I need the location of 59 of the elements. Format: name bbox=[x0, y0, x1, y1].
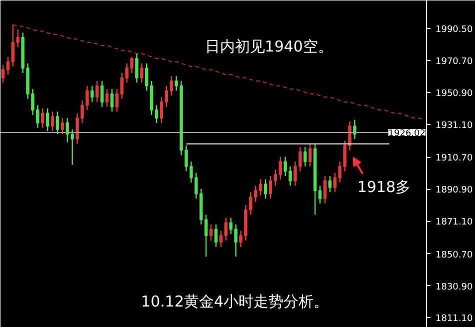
candlestick bbox=[130, 56, 134, 74]
candlestick bbox=[209, 224, 213, 242]
candlestick bbox=[76, 112, 79, 144]
candlestick bbox=[348, 120, 352, 151]
candlestick bbox=[40, 108, 44, 128]
candlestick bbox=[56, 111, 60, 135]
candlestick bbox=[135, 53, 138, 84]
candlestick bbox=[298, 146, 302, 172]
candlestick bbox=[204, 214, 208, 258]
y-tick-label: 1950.90 bbox=[436, 88, 473, 99]
y-tick-label: 1871.10 bbox=[436, 218, 473, 228]
y-tick-label: 1910.70 bbox=[436, 154, 473, 164]
candlestick bbox=[264, 178, 268, 200]
candlestick bbox=[268, 175, 272, 200]
y-tick-label: 1890.90 bbox=[436, 186, 473, 196]
y-tick-label: 1990.50 bbox=[436, 25, 473, 36]
y-tick-label: 1970.70 bbox=[436, 57, 473, 68]
candlestick bbox=[110, 88, 114, 112]
candlestick bbox=[31, 88, 34, 116]
candlestick bbox=[353, 119, 356, 140]
candlestick bbox=[1, 64, 5, 84]
line-series bbox=[12, 24, 425, 120]
candlestick bbox=[154, 104, 158, 124]
annotation: 1918多 bbox=[357, 178, 410, 196]
candlestick bbox=[258, 178, 262, 196]
annotation: 日内初见1940空。 bbox=[204, 37, 333, 56]
candlestick bbox=[90, 85, 94, 103]
candlestick bbox=[50, 111, 54, 132]
candlestick bbox=[224, 217, 228, 242]
candlestick bbox=[95, 80, 99, 103]
candlestick bbox=[140, 62, 144, 84]
candlestick bbox=[164, 85, 168, 108]
candlestick bbox=[170, 76, 174, 96]
candlestick bbox=[278, 156, 282, 180]
candlestick bbox=[328, 175, 332, 193]
y-tick-label: 1931.10 bbox=[436, 120, 473, 131]
candlestick bbox=[214, 224, 218, 248]
y-tick-label: 1830.90 bbox=[436, 282, 473, 292]
candlestick bbox=[294, 160, 297, 186]
candlestick bbox=[219, 230, 223, 248]
candlestick bbox=[100, 80, 104, 108]
candlestick bbox=[160, 96, 164, 124]
candlestick bbox=[333, 172, 336, 193]
y-tick-label: 1850.70 bbox=[436, 250, 473, 260]
candlestick bbox=[105, 88, 109, 108]
candlestick bbox=[308, 143, 312, 168]
candlestick bbox=[46, 108, 50, 132]
candlestick bbox=[174, 76, 178, 92]
candlestick bbox=[318, 185, 322, 204]
candlestick bbox=[6, 56, 10, 76]
candlestick bbox=[274, 169, 278, 186]
candlestick bbox=[36, 104, 40, 128]
candlestick bbox=[145, 62, 148, 92]
ref-line-label: 1926.02 bbox=[388, 129, 426, 140]
y-tick-label: 1811.10 bbox=[436, 314, 473, 324]
annotation: 10.12黄金4小时走势分析。 bbox=[141, 292, 329, 310]
candlestick bbox=[323, 175, 327, 204]
candlestick bbox=[60, 117, 64, 135]
candlestick bbox=[304, 146, 307, 168]
